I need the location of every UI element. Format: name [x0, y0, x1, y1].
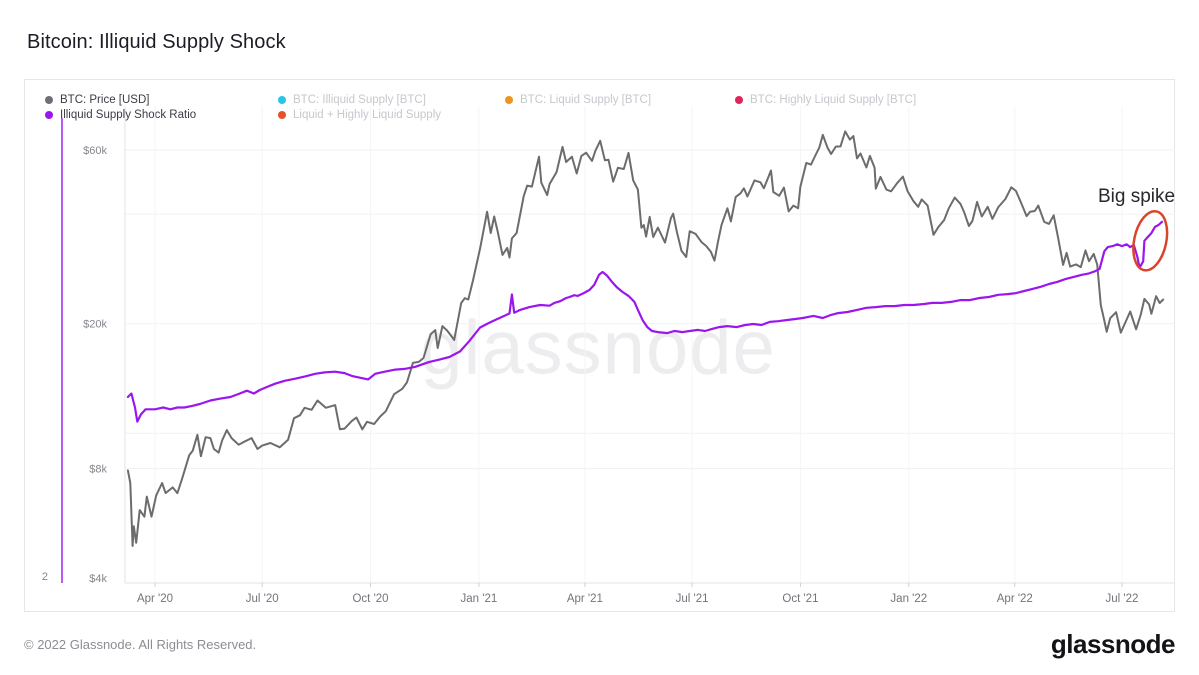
- ratio-axis-label: 2: [42, 571, 48, 583]
- footer-copyright: © 2022 Glassnode. All Rights Reserved.: [24, 637, 257, 652]
- legend-dot: [45, 111, 53, 119]
- legend-dot: [45, 96, 53, 104]
- big-spike-annotation: Big spike: [1098, 186, 1176, 207]
- legend-item-btc-liquid-supply-btc[interactable]: BTC: Liquid Supply [BTC]: [505, 93, 651, 107]
- legend-label: BTC: Price [USD]: [60, 94, 150, 106]
- price-axis-label: $60k: [83, 145, 107, 157]
- page-title: Bitcoin: Illiquid Supply Shock: [27, 31, 286, 53]
- btc-price-line: [126, 130, 1165, 547]
- legend-label: BTC: Illiquid Supply [BTC]: [293, 94, 426, 106]
- chart-card: BTC: Price [USD] BTC: Illiquid Supply [BT…: [24, 79, 1175, 612]
- x-axis-label: Jan '22: [890, 593, 927, 605]
- x-axis-label: Oct '20: [352, 593, 388, 605]
- x-axis-label: Oct '21: [782, 593, 818, 605]
- x-axis-label: Jan '21: [461, 593, 498, 605]
- price-axis-label: $4k: [89, 573, 107, 585]
- illiquid-supply-shock-ratio-line: [126, 220, 1164, 423]
- legend-label: Liquid + Highly Liquid Supply: [293, 109, 442, 121]
- x-axis-label: Apr '22: [997, 593, 1033, 605]
- glassnode-logo: glassnode: [1050, 629, 1176, 659]
- legend-label: BTC: Highly Liquid Supply [BTC]: [750, 94, 917, 106]
- legend-item-btc-price-usd[interactable]: BTC: Price [USD]: [45, 93, 149, 107]
- legend-dot: [278, 111, 286, 119]
- legend-item-btc-illiquid-supply-btc[interactable]: BTC: Illiquid Supply [BTC]: [278, 93, 426, 107]
- legend-label: Illiquid Supply Shock Ratio: [60, 109, 197, 121]
- legend-dot: [278, 96, 286, 104]
- x-axis-label: Apr '20: [137, 593, 173, 605]
- legend-item-illiquid-supply-shock-ratio[interactable]: Illiquid Supply Shock Ratio: [45, 108, 196, 122]
- x-axis-label: Jul '22: [1106, 593, 1139, 605]
- x-axis-label: Jul '20: [246, 593, 279, 605]
- price-axis-label: $20k: [83, 319, 107, 331]
- x-axis-label: Apr '21: [567, 593, 603, 605]
- legend-dot: [505, 96, 513, 104]
- legend-item-liquid-highly-liquid-supply[interactable]: Liquid + Highly Liquid Supply: [278, 108, 441, 122]
- legend-label: BTC: Liquid Supply [BTC]: [520, 94, 652, 106]
- legend-item-btc-highly-liquid-supply-btc[interactable]: BTC: Highly Liquid Supply [BTC]: [735, 93, 916, 107]
- legend-dot: [735, 96, 743, 104]
- x-axis-label: Jul '21: [676, 593, 709, 605]
- big-spike-ellipse: [1132, 210, 1169, 272]
- price-axis-label: $8k: [89, 464, 107, 476]
